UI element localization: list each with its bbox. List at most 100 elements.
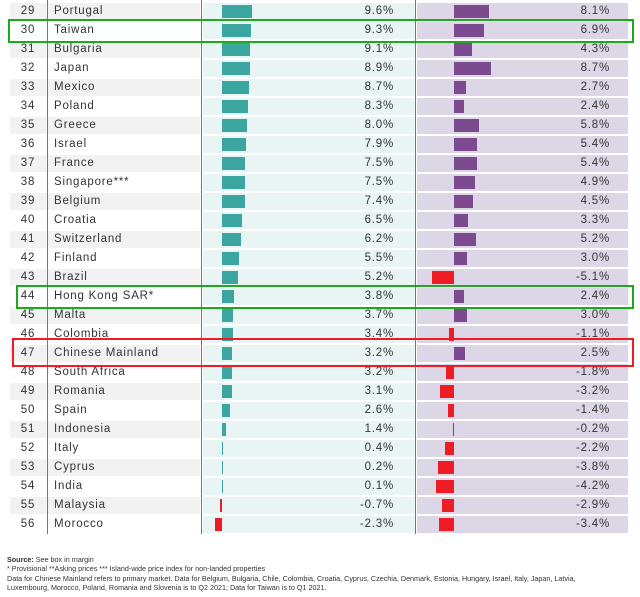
rank-label: 53 <box>20 461 36 473</box>
nominal-cell-background <box>203 174 415 191</box>
real-cell-background <box>417 345 628 362</box>
nominal-cell-background <box>203 117 415 134</box>
real-bar <box>441 499 454 512</box>
nominal-cell-background <box>203 478 415 495</box>
real-cell-background <box>417 459 628 476</box>
country-label: Chinese Mainland <box>54 347 159 359</box>
row-background <box>10 117 200 134</box>
nominal-cell-background <box>203 421 415 438</box>
country-label: Switzerland <box>54 233 123 245</box>
nominal-value-label: 1.4% <box>364 423 394 435</box>
nominal-bar <box>222 309 234 322</box>
real-bar <box>447 404 454 417</box>
real-bar <box>454 119 479 132</box>
rank-label: 34 <box>20 100 36 112</box>
nominal-value-label: 3.1% <box>364 385 394 397</box>
nominal-cell-background <box>203 193 415 210</box>
row-background <box>10 193 200 210</box>
nominal-cell-background <box>203 402 415 419</box>
nominal-bar <box>222 43 251 56</box>
nominal-value-label: 3.7% <box>364 309 394 321</box>
country-label: South Africa <box>54 366 126 378</box>
rank-label: 51 <box>20 423 36 435</box>
nominal-value-label: 8.0% <box>364 119 394 131</box>
rank-label: 49 <box>20 385 36 397</box>
nominal-value-label: 5.2% <box>364 271 394 283</box>
real-cell-background <box>417 307 628 324</box>
real-cell-background <box>417 79 628 96</box>
table-row: 49 Romania 3.1% -3.2% <box>0 382 640 401</box>
table-row: 34 Poland 8.3% 2.4% <box>0 97 640 116</box>
nominal-cell-background <box>203 3 415 20</box>
nominal-bar <box>222 195 245 208</box>
nominal-cell-background <box>203 459 415 476</box>
nominal-cell-background <box>203 155 415 172</box>
value-column-divider <box>415 0 416 534</box>
table-row: 42 Finland 5.5% 3.0% <box>0 249 640 268</box>
nominal-cell-background <box>203 60 415 77</box>
real-cell-background <box>417 402 628 419</box>
nominal-value-label: 0.4% <box>364 442 394 454</box>
nominal-bar <box>222 442 224 455</box>
table-row: 55 Malaysia -0.7% -2.9% <box>0 496 640 515</box>
row-background <box>10 345 200 362</box>
nominal-value-label: 0.1% <box>364 480 394 492</box>
real-bar <box>449 328 454 341</box>
real-value-label: -1.4% <box>575 404 610 416</box>
nominal-value-label: 8.9% <box>364 62 394 74</box>
nominal-bar <box>222 252 240 265</box>
nominal-bar <box>222 290 234 303</box>
nominal-value-label: 9.6% <box>364 5 394 17</box>
real-value-label: 5.8% <box>580 119 610 131</box>
real-bar <box>454 309 467 322</box>
table-row: 53 Cyprus 0.2% -3.8% <box>0 458 640 477</box>
row-background <box>10 155 200 172</box>
table-row: 50 Spain 2.6% -1.4% <box>0 401 640 420</box>
table-row: 44 Hong Kong SAR* 3.8% 2.4% <box>0 287 640 306</box>
nominal-value-label: 7.5% <box>364 157 394 169</box>
real-bar <box>437 461 454 474</box>
nominal-bar <box>214 518 222 531</box>
nominal-cell-background <box>203 440 415 457</box>
table-row: 35 Greece 8.0% 5.8% <box>0 116 640 135</box>
country-label: Malaysia <box>54 499 106 511</box>
table-row: 48 South Africa 3.2% -1.8% <box>0 363 640 382</box>
rank-label: 48 <box>20 366 36 378</box>
country-label: Mexico <box>54 81 96 93</box>
real-value-label: -3.2% <box>575 385 610 397</box>
country-label: Israel <box>54 138 87 150</box>
nominal-value-label: 8.3% <box>364 100 394 112</box>
real-bar <box>454 214 469 227</box>
country-label: Morocco <box>54 518 104 530</box>
real-bar <box>454 252 467 265</box>
real-value-label: 2.4% <box>580 290 610 302</box>
row-background <box>10 3 200 20</box>
table-row: 36 Israel 7.9% 5.4% <box>0 135 640 154</box>
nominal-cell-background <box>203 497 415 514</box>
rank-label: 42 <box>20 252 36 264</box>
nominal-bar <box>222 176 246 189</box>
country-label: Malta <box>54 309 87 321</box>
nominal-cell-background <box>203 22 415 39</box>
nominal-cell-background <box>203 212 415 229</box>
nominal-value-label: 5.5% <box>364 252 394 264</box>
real-bar <box>432 271 454 284</box>
rank-label: 31 <box>20 43 36 55</box>
real-bar <box>454 24 484 37</box>
real-value-label: 2.4% <box>580 100 610 112</box>
real-value-label: 4.9% <box>580 176 610 188</box>
rank-label: 41 <box>20 233 36 245</box>
real-bar <box>454 81 466 94</box>
rank-column-divider <box>47 0 48 534</box>
real-bar <box>454 347 465 360</box>
real-value-label: 3.3% <box>580 214 610 226</box>
real-value-label: 2.7% <box>580 81 610 93</box>
nominal-cell-background <box>203 288 415 305</box>
nominal-bar <box>222 214 243 227</box>
country-label: Hong Kong SAR* <box>54 290 155 302</box>
real-bar <box>454 195 474 208</box>
country-label: Poland <box>54 100 95 112</box>
real-cell-background <box>417 212 628 229</box>
row-background <box>10 41 200 58</box>
table-row: 56 Morocco -2.3% -3.4% <box>0 515 640 534</box>
